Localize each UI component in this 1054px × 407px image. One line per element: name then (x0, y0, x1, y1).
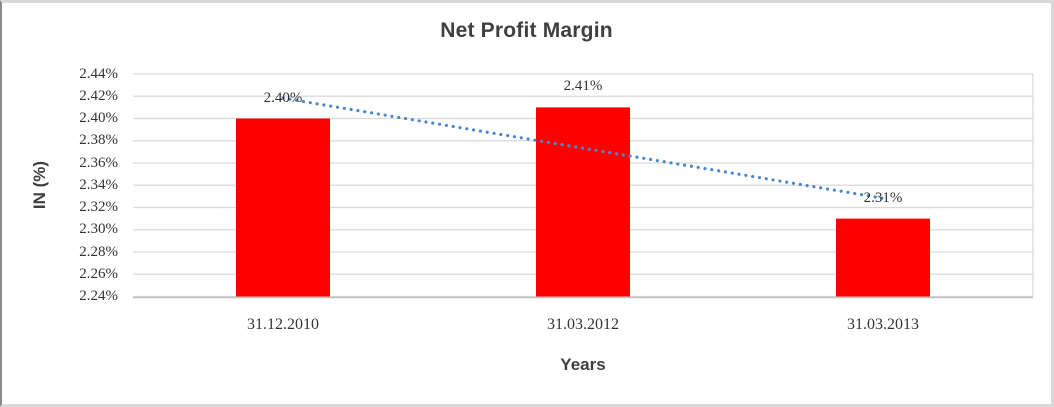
y-tick-label: 2.24% (79, 288, 118, 304)
y-tick-label: 2.38% (79, 132, 118, 149)
trendline[interactable] (281, 96, 885, 200)
x-tick-label: 31.03.2012 (547, 316, 619, 333)
y-tick-label: 2.34% (79, 176, 118, 193)
y-tick-label: 2.40% (79, 110, 118, 126)
y-tick-label: 2.28% (79, 243, 118, 260)
bar[interactable] (836, 218, 930, 297)
x-tick-label: 31.12.2010 (247, 316, 319, 333)
y-tick-label: 2.32% (79, 199, 118, 215)
y-tick-label: 2.30% (79, 221, 118, 238)
data-label: 2.40% (263, 89, 303, 106)
y-tick-label: 2.42% (79, 87, 118, 104)
data-label: 2.41% (563, 78, 603, 95)
y-tick-label: 2.36% (79, 154, 118, 171)
y-tick-label: 2.26% (79, 265, 118, 282)
x-axis-title: Years (560, 355, 606, 374)
bar[interactable] (236, 118, 330, 297)
x-tick-label: 31.03.2013 (847, 316, 919, 333)
data-label: 2.31% (863, 189, 903, 206)
chart-canvas (133, 73, 1034, 299)
bar[interactable] (536, 107, 630, 297)
chart-title: Net Profit Margin (440, 19, 613, 42)
y-tick-label: 2.44% (79, 65, 118, 82)
